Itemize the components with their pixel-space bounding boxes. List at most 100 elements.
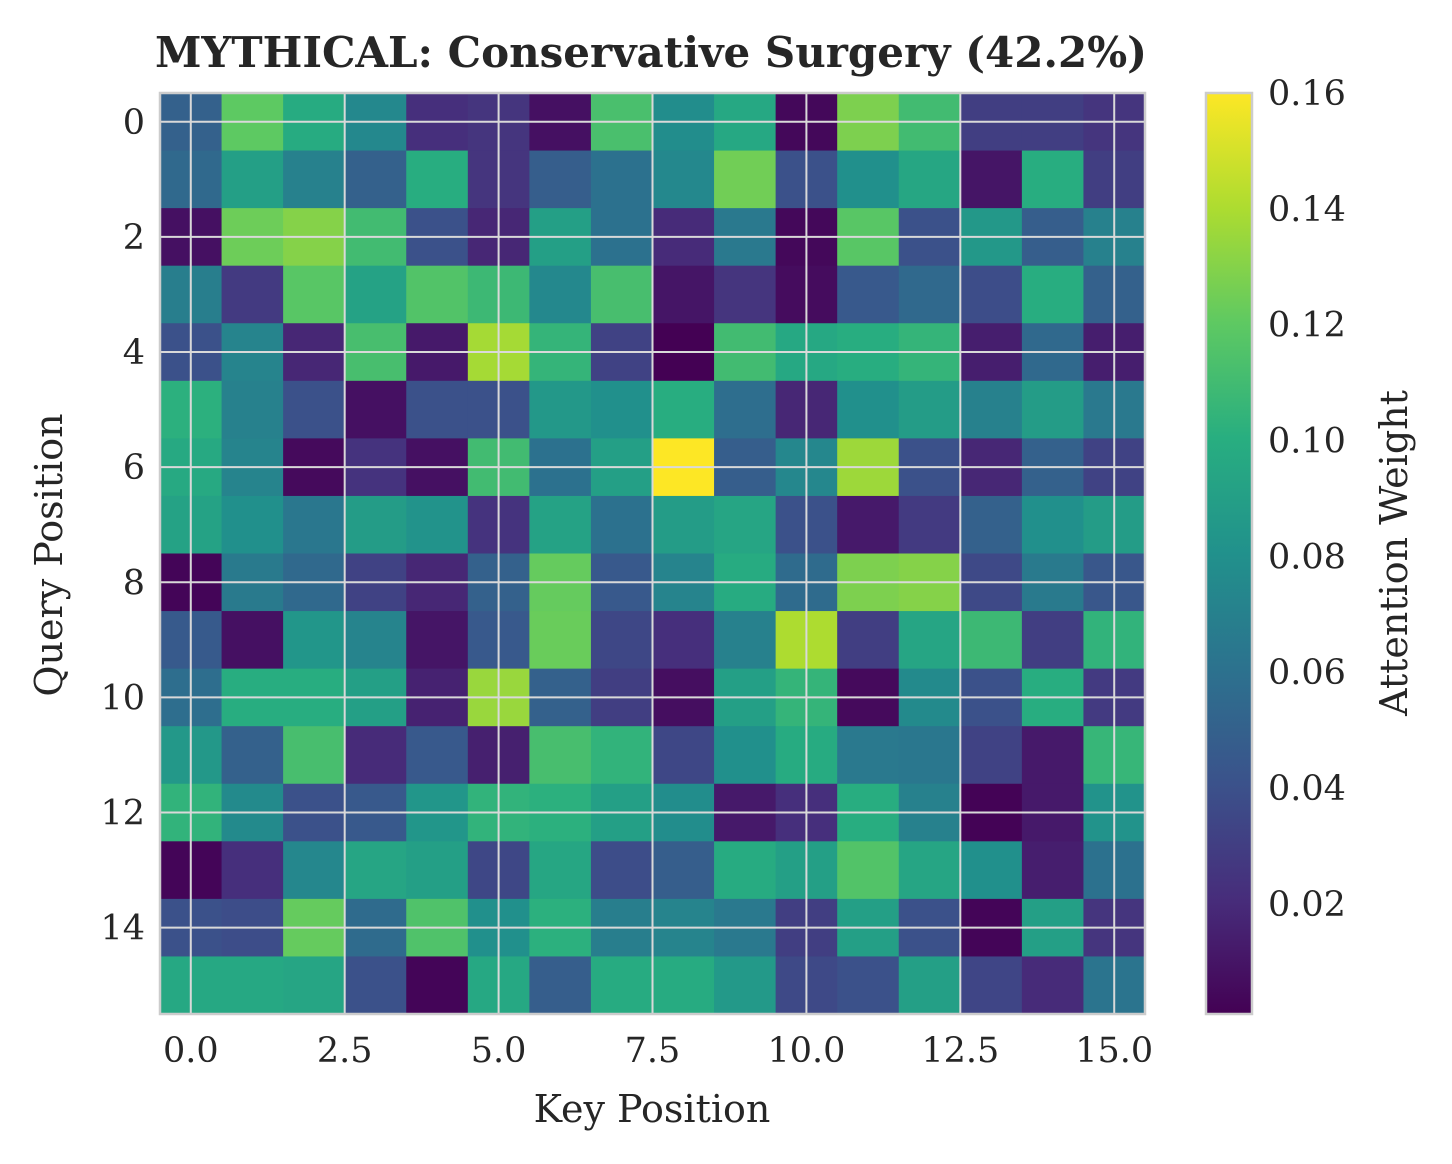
heatmap-cell [283,611,346,670]
colorbar-tick-label: 0.14 [1268,190,1346,230]
heatmap-cell [1021,611,1085,670]
chart-title: MYTHICAL: Conservative Surgery (42.2%) [155,28,1147,77]
heatmap-cell [960,380,1023,439]
heatmap-cell [406,956,469,1015]
heatmap-cell [344,380,407,439]
heatmap-cell [960,956,1023,1015]
heatmap-cell [1021,841,1085,900]
x-axis-ticks: 0.0 2.5 5.0 7.5 10.0 12.5 15.0 [163,1031,1153,1071]
heatmap-cell [652,380,715,439]
colorbar-tick-label: 0.16 [1268,74,1346,114]
heatmap-cell [529,956,592,1015]
y-tick-label: 8 [123,563,145,603]
heatmap-cell [960,726,1023,785]
heatmap-cell [837,380,900,439]
heatmap-cell [652,611,715,670]
x-tick-label: 7.5 [625,1031,681,1071]
y-axis-ticks: 0 2 4 6 8 10 12 14 [100,103,145,949]
heatmap-cell [714,956,777,1015]
heatmap-cell [283,150,346,209]
heatmap-cell [1021,150,1085,209]
heatmap-cell [960,265,1023,324]
heatmap-cell [898,611,961,670]
x-tick-label: 10.0 [767,1031,845,1071]
x-tick-label: 0.0 [163,1031,219,1071]
heatmap-cell [837,495,900,555]
heatmap-cell [898,265,961,324]
heatmap-cell [652,956,715,1015]
colorbar-label: Attention Weight [1372,390,1416,717]
heatmap-cell [837,956,900,1015]
heatmap-cell [1021,726,1085,785]
heatmap-cell [590,265,654,324]
heatmap-cell [221,265,284,324]
heatmap-cell [590,380,654,439]
heatmap-cell [960,495,1023,555]
heatmap-cell [898,495,961,555]
y-tick-label: 4 [123,333,145,373]
heatmap-cell [652,150,715,209]
heatmap-cell [652,265,715,324]
heatmap-cell [283,726,346,785]
heatmap-cell [837,150,900,209]
heatmap-cell [221,380,284,439]
heatmap-cell [221,495,284,555]
heatmap-cell [529,841,592,900]
x-tick-label: 2.5 [317,1031,373,1071]
y-tick-label: 2 [123,218,145,258]
heatmap-cell [529,150,592,209]
heatmap-cell [714,150,777,209]
heatmap-cell [590,495,654,555]
heatmap-cell [344,956,407,1015]
heatmap-cell [1021,380,1085,439]
colorbar-tick-label: 0.04 [1268,769,1346,809]
colorbar-tick-label: 0.10 [1268,422,1346,462]
heatmap-cell [344,841,407,900]
heatmap-cell [529,495,592,555]
heatmap-cell [221,611,284,670]
heatmap-cell [529,380,592,439]
heatmap-cell [960,611,1023,670]
heatmap-cell [221,956,284,1015]
y-tick-label: 12 [100,794,145,834]
y-tick-label: 10 [100,678,145,718]
y-tick-label: 14 [100,909,145,949]
heatmap-cell [344,150,407,209]
heatmap-cell [714,611,777,670]
heatmap-cell [898,841,961,900]
x-axis-label: Key Position [534,1087,771,1131]
heatmap-cell [898,956,961,1015]
heatmap-cell [406,150,469,209]
heatmap-cell [714,726,777,785]
heatmap-cell [283,841,346,900]
heatmap-cell [652,495,715,555]
heatmap-cell [283,380,346,439]
heatmap-cell [960,150,1023,209]
heatmap-cell [960,841,1023,900]
heatmap-cell [406,380,469,439]
colorbar-tick-label: 0.12 [1268,306,1346,346]
x-tick-label: 12.5 [921,1031,999,1071]
heatmap-cell [590,611,654,670]
grid-lines [160,93,1145,1014]
heatmap-cell [406,726,469,785]
heatmap-cell [898,380,961,439]
heatmap-cell [590,841,654,900]
heatmap-cell [1021,956,1085,1015]
heatmap-cell [529,726,592,785]
heatmap-cell [837,841,900,900]
x-tick-label: 5.0 [471,1031,527,1071]
heatmap-cell [898,726,961,785]
heatmap-cell [837,726,900,785]
heatmap-cell [837,265,900,324]
y-axis-label: Query Position [27,413,71,696]
heatmap-cell [898,150,961,209]
y-tick-label: 6 [123,448,145,488]
heatmap-cell [714,265,777,324]
heatmap-cell [221,150,284,209]
heatmap-cell [406,841,469,900]
heatmap-cell [406,495,469,555]
heatmap-cell [1021,265,1085,324]
heatmap-cell [406,265,469,324]
heatmap-cell [221,726,284,785]
